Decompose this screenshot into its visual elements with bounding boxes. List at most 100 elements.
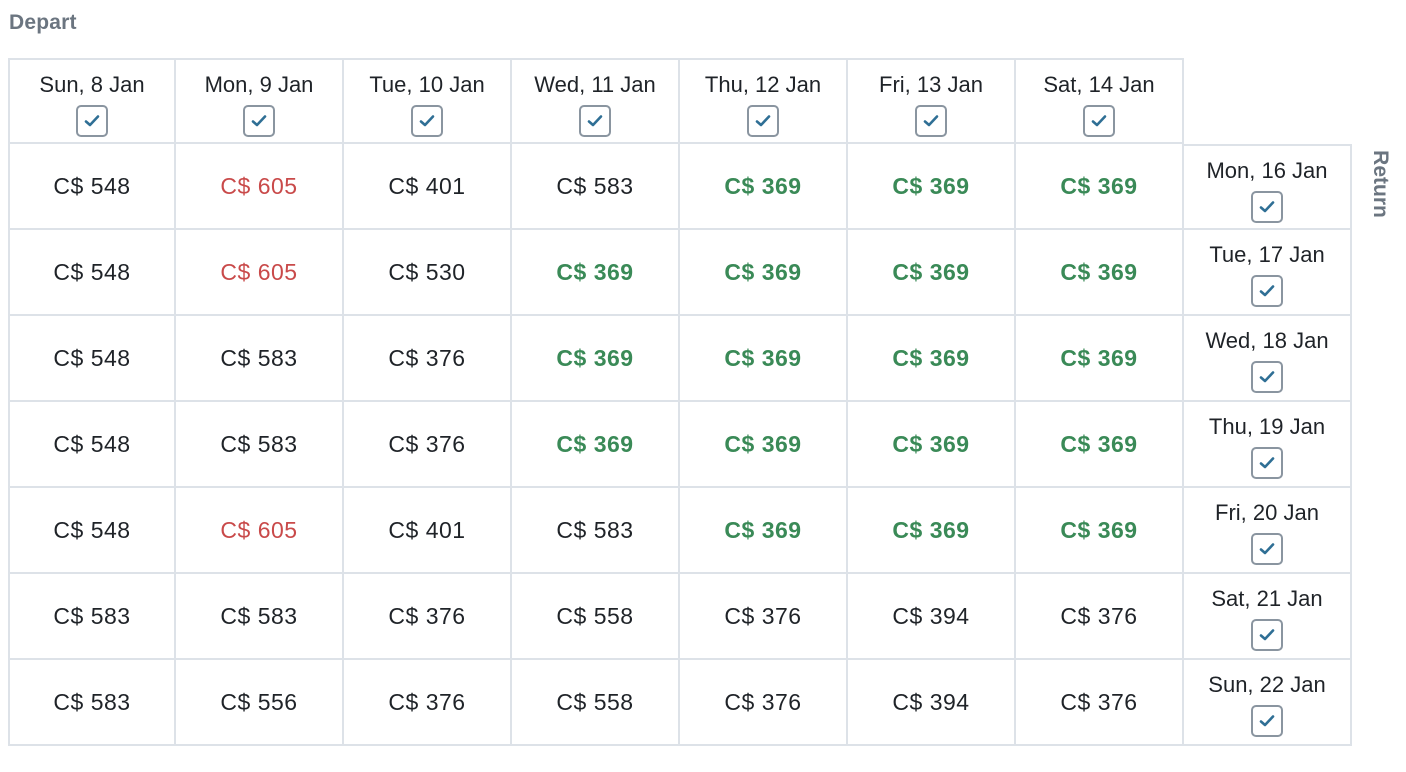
depart-7-checkbox[interactable] [1083,105,1115,137]
depart-4-checkbox[interactable] [579,105,611,137]
depart-2-checkbox[interactable] [243,105,275,137]
return-4-checkbox[interactable] [1251,447,1283,479]
price-cell[interactable]: C$ 369 [848,488,1016,574]
price-cell[interactable]: C$ 369 [680,316,848,402]
price-cell[interactable]: C$ 605 [176,230,344,316]
check-icon [1259,200,1275,214]
check-icon [755,114,771,128]
price-cell[interactable]: C$ 583 [8,660,176,746]
matrix-corner [1184,58,1352,144]
check-icon [923,114,939,128]
price-cell[interactable]: C$ 583 [512,144,680,230]
price-cell[interactable]: C$ 369 [512,316,680,402]
price-cell[interactable]: C$ 583 [512,488,680,574]
return-6-header: Sat, 21 Jan [1184,574,1352,660]
price-cell[interactable]: C$ 583 [176,402,344,488]
return-7-header: Sun, 22 Jan [1184,660,1352,746]
price-cell[interactable]: C$ 369 [680,402,848,488]
price-cell[interactable]: C$ 394 [848,574,1016,660]
check-icon [587,114,603,128]
price-cell[interactable]: C$ 583 [176,574,344,660]
price-cell[interactable]: C$ 376 [344,660,512,746]
price-cell[interactable]: C$ 583 [176,316,344,402]
depart-5-date-label: Thu, 12 Jan [704,72,822,97]
price-cell[interactable]: C$ 558 [512,660,680,746]
return-1-header: Mon, 16 Jan [1184,144,1352,230]
price-cell[interactable]: C$ 401 [344,144,512,230]
check-icon [84,114,100,128]
price-cell[interactable]: C$ 369 [1016,144,1184,230]
price-cell[interactable]: C$ 558 [512,574,680,660]
return-7-date-label: Sun, 22 Jan [1208,672,1326,697]
check-icon [1259,456,1275,470]
price-cell[interactable]: C$ 369 [512,230,680,316]
check-icon [1259,370,1275,384]
price-cell[interactable]: C$ 369 [848,230,1016,316]
price-cell[interactable]: C$ 369 [680,488,848,574]
check-icon [419,114,435,128]
return-1-checkbox[interactable] [1251,191,1283,223]
price-cell[interactable]: C$ 369 [848,316,1016,402]
price-cell[interactable]: C$ 605 [176,488,344,574]
depart-3-checkbox[interactable] [411,105,443,137]
depart-6-header: Fri, 13 Jan [848,58,1016,144]
return-1-date-label: Mon, 16 Jan [1206,158,1328,183]
depart-1-date-label: Sun, 8 Jan [39,72,145,97]
price-cell[interactable]: C$ 376 [1016,660,1184,746]
price-cell[interactable]: C$ 530 [344,230,512,316]
price-cell[interactable]: C$ 369 [1016,230,1184,316]
price-cell[interactable]: C$ 369 [1016,488,1184,574]
price-cell[interactable]: C$ 369 [848,144,1016,230]
price-cell[interactable]: C$ 376 [1016,574,1184,660]
return-3-header: Wed, 18 Jan [1184,316,1352,402]
return-5-checkbox[interactable] [1251,533,1283,565]
return-6-checkbox[interactable] [1251,619,1283,651]
price-cell[interactable]: C$ 548 [8,144,176,230]
price-cell[interactable]: C$ 369 [1016,316,1184,402]
depart-3-header: Tue, 10 Jan [344,58,512,144]
price-cell[interactable]: C$ 376 [344,402,512,488]
price-cell[interactable]: C$ 369 [848,402,1016,488]
depart-6-checkbox[interactable] [915,105,947,137]
depart-5-checkbox[interactable] [747,105,779,137]
price-cell[interactable]: C$ 369 [680,144,848,230]
price-cell[interactable]: C$ 369 [680,230,848,316]
price-matrix: Sun, 8 Jan Mon, 9 Jan Tue, 10 Jan Wed, 11 J… [8,57,1353,747]
price-cell[interactable]: C$ 556 [176,660,344,746]
depart-1-checkbox[interactable] [76,105,108,137]
return-axis-label: Return [1369,150,1392,218]
return-2-date-label: Tue, 17 Jan [1209,242,1325,267]
price-cell[interactable]: C$ 548 [8,488,176,574]
check-icon [1259,284,1275,298]
price-cell[interactable]: C$ 548 [8,230,176,316]
return-4-date-label: Thu, 19 Jan [1208,414,1326,439]
price-cell[interactable]: C$ 376 [680,660,848,746]
return-7-checkbox[interactable] [1251,705,1283,737]
check-icon [1259,714,1275,728]
depart-6-date-label: Fri, 13 Jan [879,72,983,97]
depart-2-header: Mon, 9 Jan [176,58,344,144]
price-cell[interactable]: C$ 605 [176,144,344,230]
return-4-header: Thu, 19 Jan [1184,402,1352,488]
depart-2-date-label: Mon, 9 Jan [204,72,314,97]
return-5-date-label: Fri, 20 Jan [1215,500,1319,525]
price-cell[interactable]: C$ 583 [8,574,176,660]
price-cell[interactable]: C$ 548 [8,402,176,488]
check-icon [1259,628,1275,642]
depart-4-header: Wed, 11 Jan [512,58,680,144]
return-3-checkbox[interactable] [1251,361,1283,393]
check-icon [1259,542,1275,556]
return-2-checkbox[interactable] [1251,275,1283,307]
price-cell[interactable]: C$ 376 [344,316,512,402]
price-cell[interactable]: C$ 394 [848,660,1016,746]
price-cell[interactable]: C$ 369 [1016,402,1184,488]
check-icon [1091,114,1107,128]
return-3-date-label: Wed, 18 Jan [1205,328,1329,353]
price-cell[interactable]: C$ 376 [680,574,848,660]
depart-axis-label: Depart [9,11,77,34]
price-cell[interactable]: C$ 369 [512,402,680,488]
price-cell[interactable]: C$ 548 [8,316,176,402]
price-cell[interactable]: C$ 376 [344,574,512,660]
price-cell[interactable]: C$ 401 [344,488,512,574]
depart-4-date-label: Wed, 11 Jan [534,72,656,97]
